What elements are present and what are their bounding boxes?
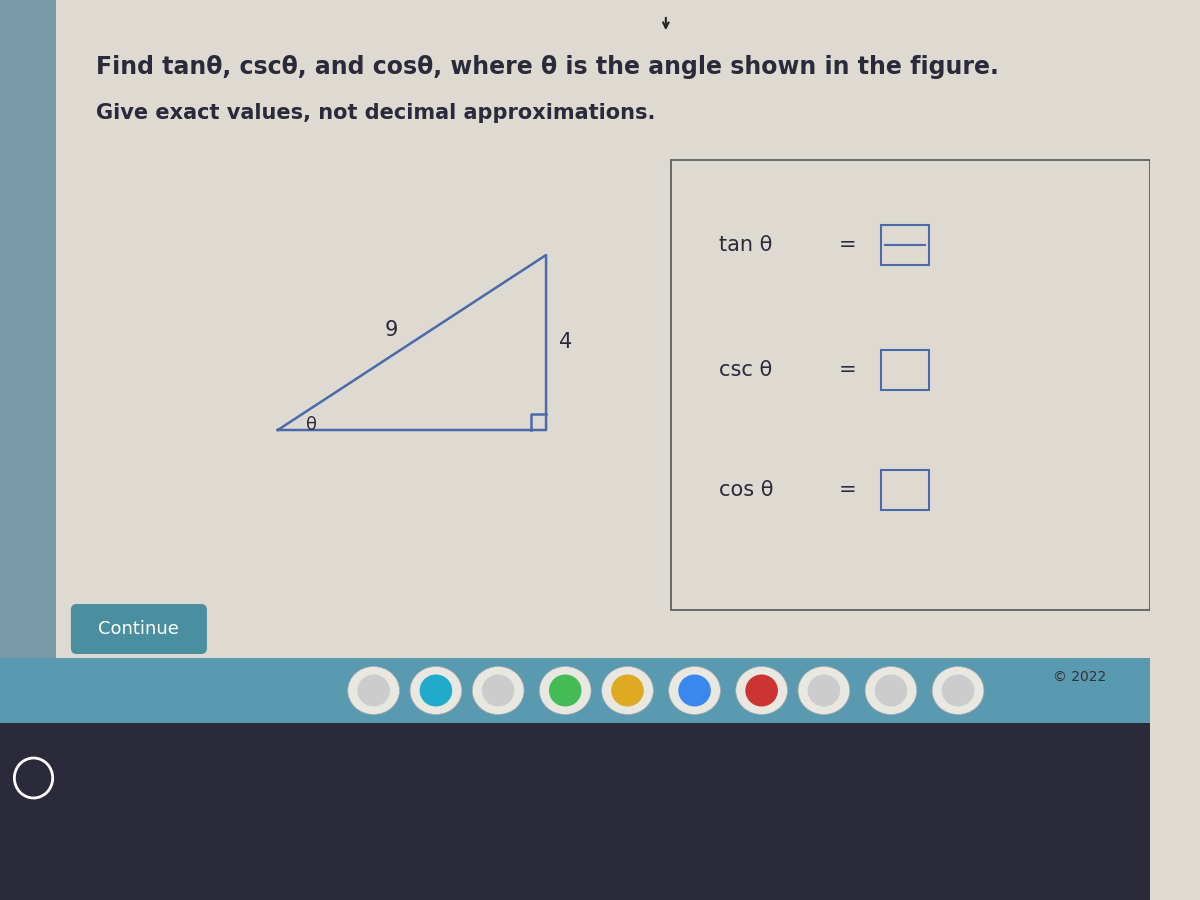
Text: Continue: Continue bbox=[98, 620, 179, 638]
Ellipse shape bbox=[875, 674, 907, 706]
Ellipse shape bbox=[482, 674, 515, 706]
Bar bbox=[0, 658, 1150, 723]
Ellipse shape bbox=[473, 667, 524, 715]
Ellipse shape bbox=[678, 674, 710, 706]
FancyBboxPatch shape bbox=[71, 604, 206, 654]
Ellipse shape bbox=[942, 674, 974, 706]
Text: © 2022: © 2022 bbox=[1054, 670, 1106, 684]
Text: =: = bbox=[839, 360, 857, 380]
Ellipse shape bbox=[736, 667, 787, 715]
Ellipse shape bbox=[601, 667, 653, 715]
Bar bbox=[881, 470, 929, 510]
Text: =: = bbox=[839, 480, 857, 500]
Ellipse shape bbox=[611, 674, 643, 706]
Ellipse shape bbox=[865, 667, 917, 715]
Text: csc θ: csc θ bbox=[719, 360, 772, 380]
Text: Give exact values, not decimal approximations.: Give exact values, not decimal approxima… bbox=[96, 103, 655, 123]
Text: 4: 4 bbox=[559, 332, 572, 353]
Text: cos θ: cos θ bbox=[719, 480, 773, 500]
Text: θ: θ bbox=[306, 416, 317, 434]
Ellipse shape bbox=[668, 667, 720, 715]
Text: 9: 9 bbox=[384, 320, 397, 340]
Bar bbox=[0, 0, 55, 658]
Ellipse shape bbox=[420, 674, 452, 706]
Ellipse shape bbox=[539, 667, 592, 715]
Ellipse shape bbox=[410, 667, 462, 715]
Ellipse shape bbox=[358, 674, 390, 706]
Ellipse shape bbox=[348, 667, 400, 715]
Bar bbox=[881, 350, 929, 390]
Text: Find tanθ, cscθ, and cosθ, where θ is the angle shown in the figure.: Find tanθ, cscθ, and cosθ, where θ is th… bbox=[96, 55, 998, 79]
Bar bbox=[881, 225, 929, 265]
Text: tan θ: tan θ bbox=[719, 235, 772, 255]
Ellipse shape bbox=[932, 667, 984, 715]
Bar bbox=[671, 160, 1150, 610]
Ellipse shape bbox=[745, 674, 778, 706]
Ellipse shape bbox=[798, 667, 850, 715]
Bar bbox=[0, 723, 1150, 900]
Ellipse shape bbox=[548, 674, 582, 706]
Ellipse shape bbox=[808, 674, 840, 706]
Text: =: = bbox=[839, 235, 857, 255]
